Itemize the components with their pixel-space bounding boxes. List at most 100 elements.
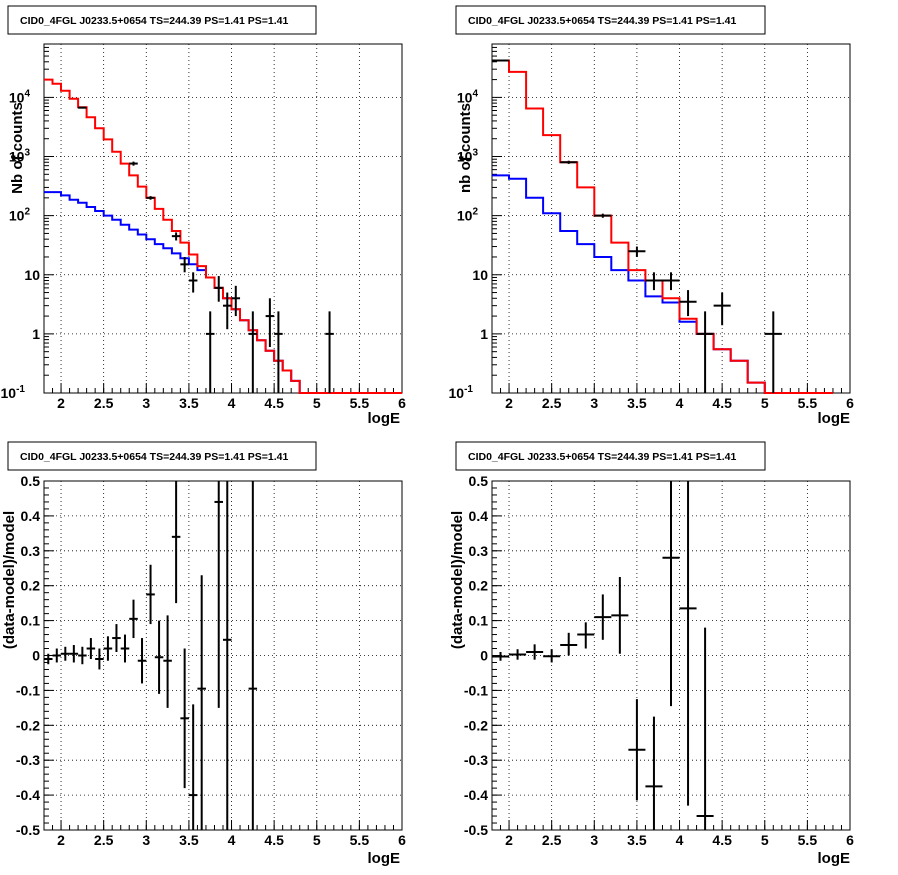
x-tick-label: 2 bbox=[505, 395, 513, 411]
y-tick-label: 1 bbox=[480, 326, 488, 342]
data-point bbox=[696, 627, 714, 830]
tick-exponent: 3 bbox=[472, 148, 478, 159]
data-point bbox=[645, 272, 663, 291]
data-point bbox=[577, 622, 595, 649]
y-axis-label-2: (data-model)/model bbox=[1, 511, 18, 649]
data-point bbox=[197, 575, 206, 830]
data-point bbox=[44, 653, 53, 665]
y-tick-label: 10 bbox=[24, 267, 40, 283]
x-tick-label: 5.5 bbox=[350, 832, 370, 848]
y-tick-label: 0.5 bbox=[21, 473, 41, 489]
x-tick-label: 5.5 bbox=[350, 395, 370, 411]
x-tick-label: 5 bbox=[313, 832, 321, 848]
y-tick-label: -0.1 bbox=[16, 682, 40, 698]
data-point bbox=[560, 632, 578, 656]
data-point bbox=[146, 196, 155, 200]
data-point bbox=[78, 106, 87, 109]
x-tick-label: 3 bbox=[590, 395, 598, 411]
data-point bbox=[679, 481, 697, 806]
tick-exponent: -1 bbox=[464, 384, 473, 395]
x-axis-label-3: logE bbox=[818, 850, 851, 867]
y-tick-label: 10 bbox=[472, 267, 488, 283]
y-tick-label: 10-1 bbox=[1, 384, 26, 401]
data-point bbox=[171, 232, 181, 241]
data-point bbox=[594, 594, 612, 640]
x-tick-label: 4.5 bbox=[712, 832, 732, 848]
x-tick-label: 5.5 bbox=[798, 832, 818, 848]
y-tick-label: -0.5 bbox=[16, 822, 40, 838]
x-tick-label: 2.5 bbox=[94, 832, 114, 848]
data-point bbox=[188, 704, 198, 830]
x-tick-label: 3 bbox=[590, 832, 598, 848]
data-point bbox=[679, 290, 697, 317]
data-point bbox=[628, 699, 646, 801]
x-tick-label: 4 bbox=[676, 832, 684, 848]
data-point bbox=[103, 636, 113, 661]
data-point bbox=[492, 652, 510, 661]
y-tick-label: 0.4 bbox=[21, 508, 41, 524]
data-point bbox=[163, 615, 172, 708]
panel-counts-right: CID0_4FGL J0233.5+0654 TS=244.39 PS=1.41… bbox=[449, 5, 854, 427]
panel-residuals-right: CID0_4FGL J0233.5+0654 TS=244.39 PS=1.41… bbox=[449, 441, 854, 867]
y-tick-label: 102 bbox=[9, 207, 31, 224]
x-tick-label: 4.5 bbox=[264, 832, 284, 848]
data-point bbox=[95, 648, 104, 670]
data-point bbox=[628, 246, 646, 257]
y-tick-label: -0.5 bbox=[464, 822, 488, 838]
data-point bbox=[146, 564, 155, 625]
y-tick-label: -0.4 bbox=[464, 787, 488, 803]
x-tick-label: 3 bbox=[142, 395, 150, 411]
title-box-3 bbox=[455, 441, 766, 471]
x-tick-label: 4 bbox=[228, 832, 236, 848]
data-point bbox=[509, 649, 527, 660]
data-point bbox=[645, 716, 663, 830]
x-tick-label: 3.5 bbox=[179, 395, 199, 411]
x-axis-label-2: logE bbox=[368, 850, 401, 867]
data-point bbox=[61, 646, 70, 661]
tick-exponent: 4 bbox=[472, 88, 478, 99]
y-tick-label: -0.2 bbox=[464, 717, 488, 733]
y-tick-label: 0.3 bbox=[21, 543, 41, 559]
data-point bbox=[112, 624, 121, 653]
data-point bbox=[611, 576, 629, 654]
data-point bbox=[560, 160, 578, 164]
data-point bbox=[180, 256, 189, 273]
y-tick-label: 0.4 bbox=[469, 508, 489, 524]
x-tick-label: 4 bbox=[676, 395, 684, 411]
x-tick-label: 2 bbox=[505, 832, 513, 848]
data-point bbox=[543, 649, 561, 663]
tick-exponent: 3 bbox=[24, 148, 30, 159]
data-point bbox=[526, 644, 544, 660]
model-histogram-series bbox=[44, 78, 402, 394]
tick-exponent: 2 bbox=[24, 207, 30, 218]
data-point bbox=[662, 272, 680, 291]
data-point bbox=[154, 620, 164, 694]
x-tick-label: 3.5 bbox=[179, 832, 199, 848]
tick-exponent: -1 bbox=[16, 384, 25, 395]
data-point bbox=[662, 481, 680, 707]
y-tick-label: 0 bbox=[32, 648, 40, 664]
chart-title-3: CID0_4FGL J0233.5+0654 TS=244.39 PS=1.41… bbox=[468, 451, 736, 463]
model-histogram-series bbox=[492, 59, 833, 394]
x-tick-label: 2 bbox=[57, 832, 65, 848]
x-axis-label-1: logE bbox=[818, 410, 851, 427]
data-point bbox=[205, 311, 215, 393]
data-point bbox=[248, 481, 258, 830]
x-tick-label: 5.5 bbox=[798, 395, 818, 411]
plot-area-2: 2 2.5 3 3.5 4 4.5 5 5.5 6 -0.5 -0.4 -0.3 -0.2 -0.1 0 0.… bbox=[16, 473, 406, 848]
data-point bbox=[86, 638, 96, 659]
x-tick-label: 6 bbox=[398, 832, 406, 848]
y-tick-label: 10-1 bbox=[449, 384, 474, 401]
chart-title-0: CID0_4FGL J0233.5+0654 TS=244.39 PS=1.41… bbox=[20, 15, 288, 27]
data-point bbox=[129, 599, 138, 639]
data-point bbox=[69, 645, 79, 663]
y-tick-label: -0.3 bbox=[464, 752, 488, 768]
x-tick-label: 6 bbox=[846, 395, 854, 411]
panel-residuals-left: CID0_4FGL J0233.5+0654 TS=244.39 PS=1.41… bbox=[1, 441, 406, 867]
data-point bbox=[214, 481, 223, 708]
y-tick-label: -0.3 bbox=[16, 752, 40, 768]
data-point bbox=[120, 634, 130, 663]
x-tick-label: 4.5 bbox=[264, 395, 284, 411]
data-point bbox=[274, 311, 283, 393]
